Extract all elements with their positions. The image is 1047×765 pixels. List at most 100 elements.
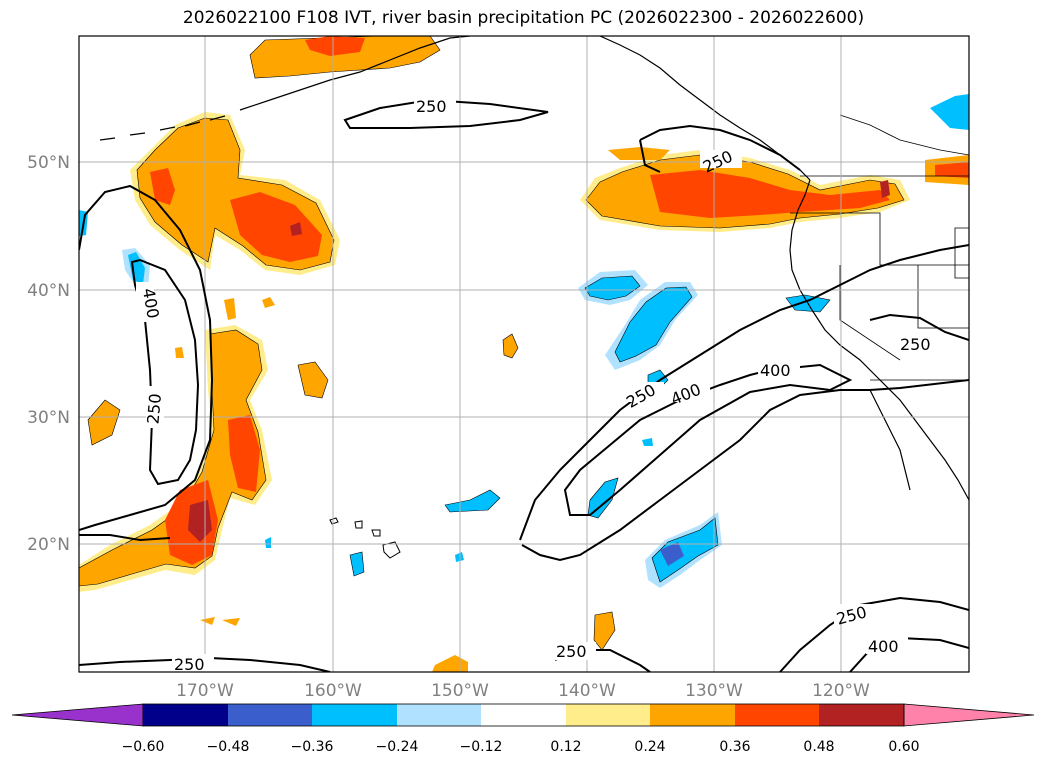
shade-top-orange [608, 147, 670, 160]
contour-label: 400 [760, 361, 791, 380]
lon-label-170w: 170°W [176, 681, 234, 701]
political-borders [790, 114, 969, 381]
baja [869, 389, 911, 491]
shade-blue-a [584, 275, 641, 301]
state-line-c [954, 227, 969, 279]
hawaiian-islands [329, 517, 401, 559]
colorbar-segment [481, 704, 566, 726]
colorbar-tick-label: −0.36 [291, 739, 334, 755]
contour-label: 250 [900, 335, 931, 354]
bc-coast-detail [839, 114, 969, 156]
colorbar-segment [228, 704, 312, 726]
contour-label: 400 [868, 637, 899, 656]
contour-east-250 [519, 244, 969, 541]
colorbar-tick-label: −0.24 [376, 739, 419, 755]
lat-label-40n: 40°N [27, 281, 70, 301]
shade-small-h [593, 611, 616, 651]
shade-central-darkred [290, 222, 302, 236]
us-west-coast [789, 179, 969, 501]
latitude-labels: 50°N 40°N 30°N 20°N [27, 153, 70, 555]
shade-east-red [650, 170, 890, 218]
contour-label: 250 [556, 642, 587, 661]
contour-ne-250 [869, 313, 969, 341]
state-line-b [917, 265, 969, 329]
lon-label-130w: 130°W [685, 681, 743, 701]
shade-central-red-a [150, 168, 175, 205]
map-frame [78, 35, 970, 673]
contour-labels: 250 250 400 250 250 400 400 250 250 250 … [136, 96, 940, 674]
colorbar-tick-label: −0.60 [122, 739, 165, 755]
shade-small-i [432, 655, 468, 672]
shade-blue-j [930, 94, 969, 130]
colorbar-tick-labels: −0.60 −0.48 −0.36 −0.24 −0.12 0.12 0.24 … [122, 739, 920, 755]
lon-label-120w: 120°W [812, 681, 870, 701]
contour-north-250 [343, 98, 549, 129]
colorbar-segment [819, 704, 904, 726]
shade-blue-k [265, 537, 271, 548]
contour-east-400 [563, 363, 853, 516]
lat-label-20n: 20°N [27, 535, 70, 555]
lat-label-30n: 30°N [27, 408, 70, 428]
colorbar-segment [397, 704, 481, 726]
ivt-contours [79, 98, 969, 672]
shade-blue-h [349, 551, 365, 577]
longitude-labels: 170°W 160°W 150°W 140°W 130°W 120°W [176, 681, 870, 701]
contour-east-top-250 [639, 124, 801, 173]
shade-west-small [87, 399, 121, 446]
colorbar-segment [143, 704, 228, 726]
aleutians [99, 115, 226, 141]
shade-blue-g [444, 489, 501, 513]
lat-label-50n: 50°N [27, 153, 70, 173]
shade-chain-red-a [228, 415, 260, 492]
shade-blue-b [614, 286, 693, 363]
shade-east-darkred [880, 180, 890, 198]
shade-blue-west [128, 252, 145, 284]
map-title: 2026022100 F108 IVT, river basin precipi… [182, 8, 865, 28]
colorbar-outline [142, 703, 905, 727]
colorbar-extend-min [11, 703, 144, 727]
ca-nv-border [839, 265, 901, 361]
shade-central-red-b [230, 192, 322, 262]
shade-small-d [262, 297, 275, 308]
colorbar-segment [566, 704, 650, 726]
shade-small-e [502, 333, 519, 359]
shade-blue-f-dark [660, 542, 684, 566]
colorbar-tick-label: −0.12 [460, 739, 503, 755]
shade-small-g [222, 618, 240, 626]
contour-label: 250 [416, 97, 447, 116]
colorbar-segment [650, 704, 735, 726]
colorbar-tick-label: 0.60 [888, 739, 919, 755]
shade-ne-red [935, 162, 969, 178]
lon-label-150w: 150°W [431, 681, 489, 701]
shade-alaska-red [305, 36, 365, 56]
colorbar-tick-label: 0.12 [550, 739, 581, 755]
map-area: 250 250 400 250 250 400 400 250 250 250 … [79, 36, 969, 674]
shade-small-c [175, 347, 184, 358]
shade-small-b [224, 298, 236, 320]
contour-west-250 [79, 184, 214, 531]
lon-label-140w: 140°W [558, 681, 616, 701]
colorbar-tick-label: −0.48 [207, 739, 250, 755]
colorbar: −0.60 −0.48 −0.36 −0.24 −0.12 0.12 0.24 … [11, 703, 1035, 755]
contour-west-lower [79, 534, 171, 542]
shade-blue-d [642, 438, 653, 446]
state-line-a [790, 212, 969, 266]
lon-label-160w: 160°W [304, 681, 362, 701]
shade-small-a [297, 361, 329, 399]
shade-blue-f [651, 517, 719, 583]
alaska-coast [239, 36, 471, 111]
colorbar-segment [312, 704, 397, 726]
gridlines [79, 36, 969, 672]
shade-chain-darkred [188, 500, 212, 542]
colorbar-segments [11, 703, 1035, 727]
contour-east-250b [521, 379, 969, 562]
colorbar-tick-label: 0.36 [719, 739, 750, 755]
shade-small-f [200, 617, 215, 625]
colorbar-tick-label: 0.48 [803, 739, 834, 755]
colorbar-tick-label: 0.24 [634, 739, 665, 755]
colorbar-extend-max [903, 703, 1035, 727]
colorbar-segment [735, 704, 819, 726]
contour-label: 250 [174, 655, 205, 674]
contour-label: 250 [143, 393, 165, 425]
